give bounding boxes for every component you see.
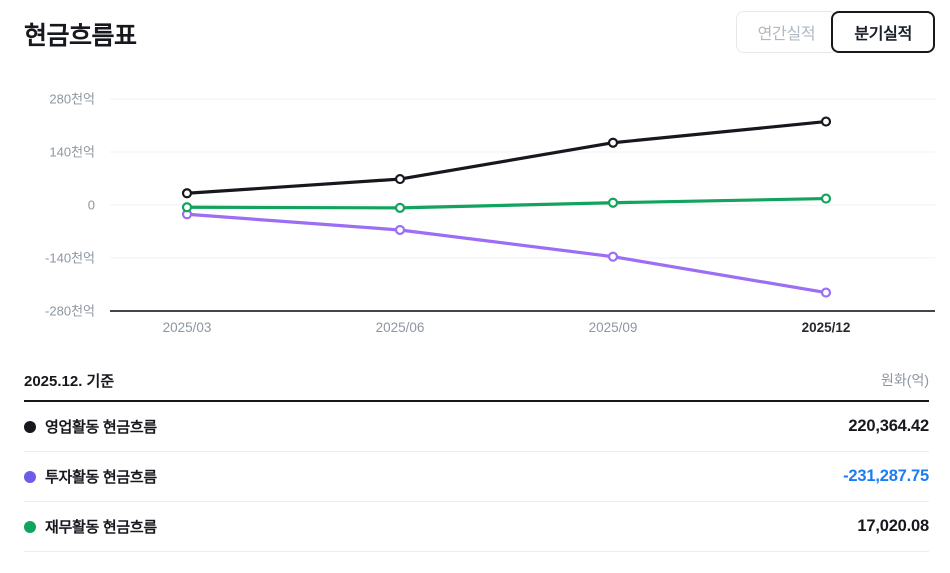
table-row: 재무활동 현금흐름 17,020.08 [24, 502, 929, 552]
data-point[interactable] [607, 251, 619, 262]
cashflow-summary-table: 2025.12. 기준 원화(억) 영업활동 현금흐름 220,364.42 투… [24, 360, 929, 552]
quarterly-results-button[interactable]: 분기실적 [831, 11, 935, 53]
table-row: 영업활동 현금흐름 220,364.42 [24, 402, 929, 452]
data-point[interactable] [181, 188, 193, 199]
x-tick-label: 2025/06 [376, 320, 425, 335]
data-point[interactable] [181, 202, 193, 213]
annual-results-button[interactable]: 연간실적 [735, 11, 838, 53]
financing-cashflow-value: 17,020.08 [857, 517, 929, 535]
currency-unit-label: 원화(억) [881, 372, 929, 388]
x-tick-label: 2025/03 [163, 320, 212, 335]
y-tick-label: 280천억 [49, 92, 95, 107]
data-point[interactable] [607, 137, 619, 148]
series-line [185, 212, 828, 295]
x-tick-label: 2025/09 [589, 320, 638, 335]
operating-cashflow-label: 영업활동 현금흐름 [45, 419, 157, 436]
data-point[interactable] [394, 224, 406, 236]
series-dot-operating-icon [24, 420, 36, 433]
row-label: 투자활동 현금흐름 [24, 466, 157, 487]
series-dot-investing-icon [24, 470, 36, 483]
page-title: 현금흐름표 [24, 22, 137, 50]
series-line [185, 119, 828, 195]
period-toggle: 연간실적 분기실적 [735, 11, 935, 53]
basis-date-label: 2025.12. 기준 [24, 372, 115, 390]
financing-cashflow-label: 재무활동 현금흐름 [45, 519, 157, 536]
y-tick-label: -140천억 [45, 251, 95, 266]
y-tick-label: 0 [88, 198, 95, 213]
y-tick-label: -280천억 [45, 304, 95, 319]
series-line [185, 196, 828, 210]
chart-canvas[interactable]: 280천억 140천억 0 -140천억 -280천억 2025/03 2025/06 202… [0, 85, 950, 350]
investing-cashflow-label: 투자활동 현금흐름 [45, 469, 157, 486]
row-label: 재무활동 현금흐름 [24, 516, 157, 537]
investing-cashflow-value: -231,287.75 [843, 467, 929, 485]
data-point[interactable] [820, 193, 832, 204]
y-tick-label: 140천억 [49, 145, 95, 160]
x-tick-label: 2025/12 [802, 320, 851, 335]
table-header-row: 2025.12. 기준 원화(억) [24, 360, 929, 402]
data-point[interactable] [394, 173, 406, 185]
data-point[interactable] [820, 116, 832, 127]
row-label: 영업활동 현금흐름 [24, 416, 157, 437]
data-point[interactable] [394, 202, 406, 213]
table-row: 투자활동 현금흐름 -231,287.75 [24, 452, 929, 502]
operating-cashflow-value: 220,364.42 [848, 417, 929, 435]
series-dot-financing-icon [24, 520, 36, 533]
data-point[interactable] [820, 287, 832, 298]
data-point[interactable] [607, 197, 619, 208]
cashflow-line-chart[interactable]: 280천억 140천억 0 -140천억 -280천억 2025/03 2025/06 202… [0, 85, 950, 350]
